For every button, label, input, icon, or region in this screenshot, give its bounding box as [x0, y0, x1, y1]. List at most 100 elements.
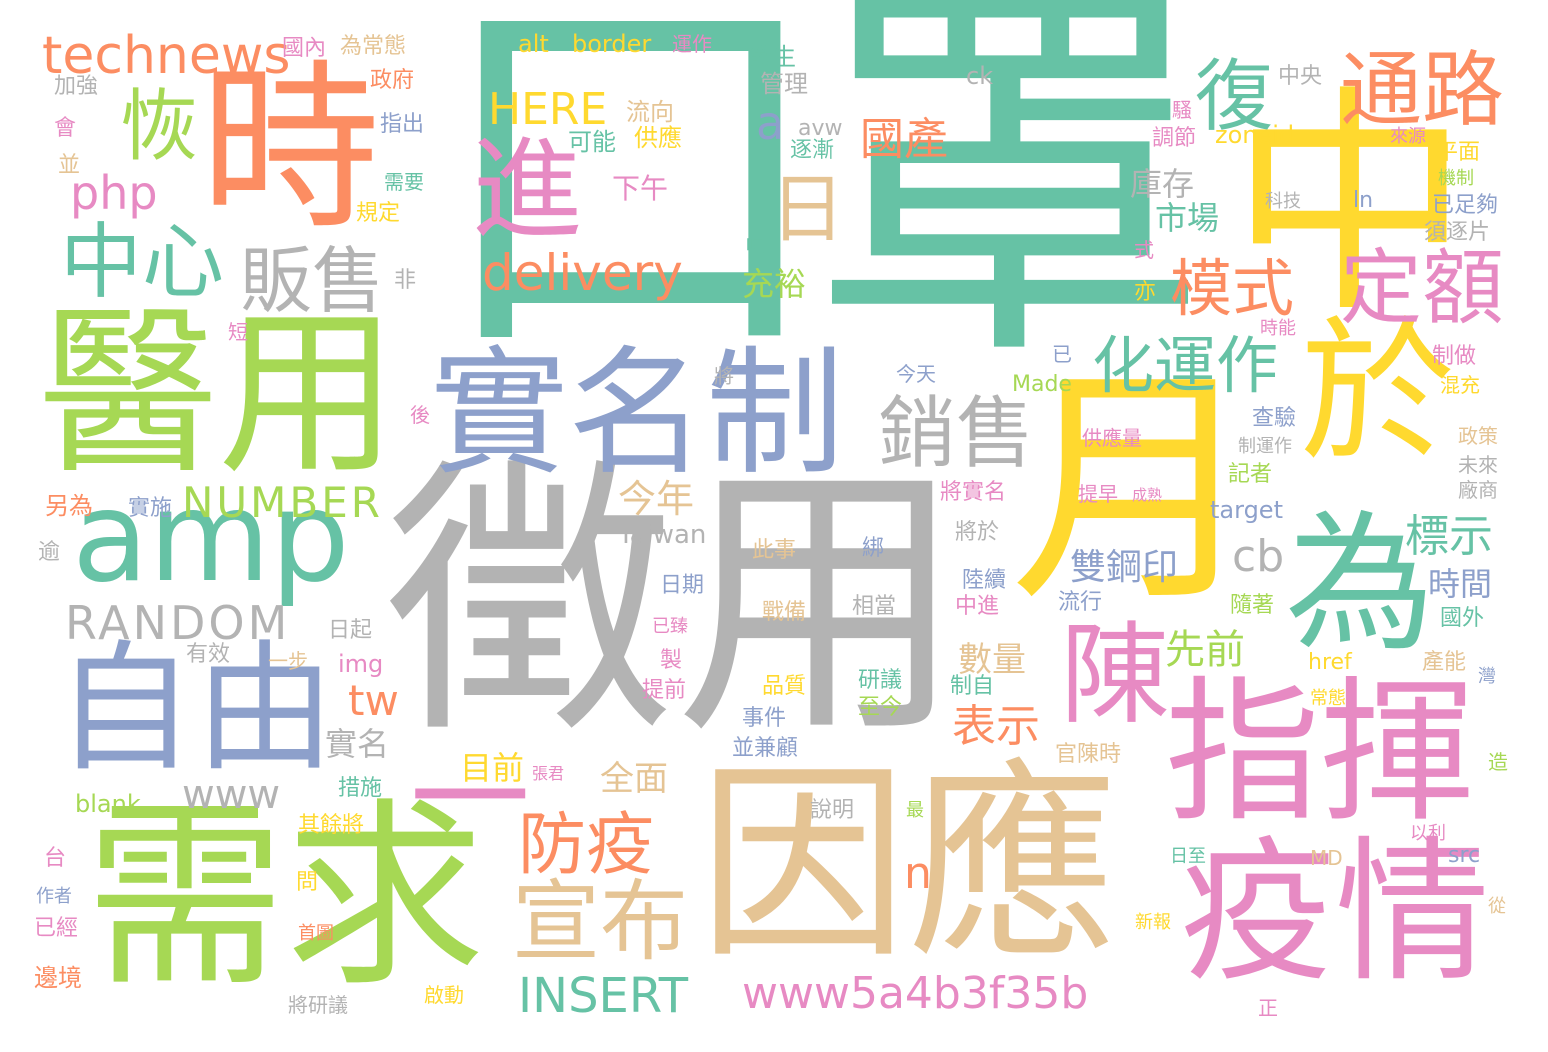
- word-zhujian: 逐漸: [790, 138, 835, 163]
- word-yu: 於: [1300, 302, 1455, 483]
- word-zhengce: 政策: [1458, 424, 1498, 448]
- word-guonei: 國內: [282, 36, 327, 61]
- word-lingwei: 另為: [45, 492, 93, 520]
- word-laiyuan: 來源: [1390, 126, 1426, 147]
- word-shimingzhi: 實名制: [430, 333, 845, 494]
- word-youxiao: 有效: [186, 642, 231, 667]
- word-guiding: 規定: [356, 201, 401, 226]
- word-shoutu: 首圖: [298, 923, 334, 944]
- word-shuliang: 數量: [958, 640, 1026, 680]
- word-changtai: 常態: [1310, 688, 1346, 709]
- word-a: a: [756, 96, 785, 150]
- word-pingmian: 平面: [1436, 140, 1481, 165]
- word-moshi: 模式: [1170, 252, 1295, 325]
- word-weilai: 未來: [1458, 453, 1498, 477]
- word-zhizuo: 制做: [1432, 344, 1477, 369]
- word-fu: 復: [1195, 52, 1274, 142]
- word-php: php: [70, 166, 158, 220]
- word-xinbao: 新報: [1135, 912, 1171, 933]
- word-zhengfu: 政府: [370, 68, 415, 93]
- word-muqian: 目前: [460, 749, 525, 787]
- word-quanmian: 全面: [600, 759, 668, 799]
- word-yibu: 一步: [268, 649, 308, 673]
- word-yiqing: 疫情: [1180, 822, 1490, 1003]
- word-zao: 造: [1488, 750, 1508, 774]
- word-tiaojie: 調節: [1152, 126, 1197, 151]
- word-chayan: 查驗: [1252, 406, 1297, 431]
- word-yijing: 已經: [34, 916, 79, 941]
- word-zheng: 正: [1258, 996, 1278, 1020]
- word-gongyingliang: 供應量: [1082, 426, 1142, 450]
- word-bing: 並: [58, 153, 81, 178]
- word-jin: 進: [472, 126, 582, 254]
- word-border: border: [572, 30, 652, 58]
- word-zhongjin: 中進: [955, 594, 1000, 619]
- word-yiyong: 醫用: [38, 290, 399, 499]
- word-yili: 以利: [1410, 823, 1446, 844]
- word-jiaqiang: 加強: [54, 74, 99, 99]
- word-zhongyang: 中央: [1278, 64, 1323, 89]
- word-xiangdang: 相當: [852, 594, 897, 619]
- word-zhi: 製: [660, 648, 683, 673]
- word-kouzhao: 口罩: [430, 0, 1210, 410]
- word-yi3: 已: [1052, 342, 1072, 366]
- word-shiming: 實名: [325, 725, 390, 763]
- word-shijian: 時間: [1428, 565, 1493, 603]
- word-yue: 月: [1010, 344, 1260, 635]
- word-yizugou: 已足夠: [1432, 193, 1499, 218]
- word-shineng: 時能: [1260, 318, 1296, 339]
- word-zhijin: 至今: [858, 695, 903, 720]
- word-zuozhe: 作者: [36, 886, 72, 907]
- word-biaoshi2: 表示: [952, 701, 1040, 752]
- word-shishi: 實施: [128, 496, 173, 521]
- word-zhengyong: 徵用: [385, 436, 965, 773]
- word-amp: amp: [72, 465, 350, 610]
- word-www: www: [182, 772, 281, 818]
- word-fanshou: 販售: [240, 239, 385, 323]
- word-ri: 日: [770, 165, 846, 253]
- word-kucun: 庫存: [1130, 165, 1195, 203]
- word-jiang: 將: [714, 364, 734, 388]
- word-bang: 綁: [862, 536, 885, 561]
- word-ln: ln: [1353, 188, 1374, 213]
- word-n: n: [904, 848, 932, 899]
- word-xiawu: 下午: [612, 172, 669, 205]
- word-rizhi: 日至: [1170, 846, 1206, 867]
- word-blank: blank: [75, 790, 141, 818]
- word-liuxing: 流行: [1058, 590, 1103, 615]
- word-bingjiangu: 並兼顧: [732, 736, 799, 761]
- word-src: src: [1448, 843, 1481, 868]
- word-zui: 最: [906, 800, 924, 821]
- word-jiangyu: 將於: [955, 520, 1000, 545]
- word-fei: 非: [394, 268, 417, 293]
- word-guanli: 管理: [760, 70, 808, 98]
- word-riqi2: 日期: [660, 573, 705, 598]
- word-yinying: 因應: [698, 742, 1119, 987]
- word-random: RANDOM: [65, 596, 291, 650]
- word-huayunzuo: 化運作: [1092, 329, 1279, 402]
- word-yu2: 逾: [38, 540, 61, 565]
- word-tai: 台: [44, 846, 67, 871]
- word-shuanggangyin: 雙鋼印: [1070, 547, 1179, 588]
- word-sao: 騷: [1172, 98, 1192, 122]
- word-channeng: 產能: [1422, 650, 1467, 675]
- word-keji: 科技: [1265, 191, 1301, 212]
- word-xuyao: 需要: [384, 170, 424, 194]
- word-shi2: 式: [1134, 238, 1154, 262]
- word-target: target: [1210, 496, 1283, 524]
- word-avw: avw: [798, 116, 843, 141]
- word-number: NUMBER: [182, 478, 383, 527]
- word-cong: 從: [1488, 896, 1506, 917]
- word-changshang: 廠商: [1458, 478, 1498, 502]
- word-xiaoshou: 銷售: [878, 389, 1035, 479]
- word-jizhe: 記者: [1228, 462, 1273, 487]
- word-yizhen: 已臻: [652, 616, 688, 637]
- word-biaoshi: 標示: [1405, 511, 1493, 562]
- word-zhihui: 指揮: [1165, 662, 1475, 843]
- word-wei: 為: [1285, 498, 1436, 672]
- word-zhizi: 制自: [950, 674, 995, 699]
- word-cuoshi: 措施: [338, 776, 383, 801]
- word-cb: cb: [1232, 531, 1285, 582]
- word-chongyu: 充裕: [742, 265, 807, 303]
